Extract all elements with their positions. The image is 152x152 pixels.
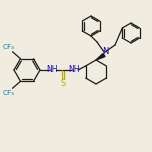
Text: CF₃: CF₃ — [2, 44, 14, 50]
Text: NH: NH — [46, 65, 58, 74]
Text: CF₃: CF₃ — [2, 90, 14, 96]
Text: N: N — [102, 47, 108, 57]
Text: S: S — [60, 78, 66, 88]
Text: NH: NH — [68, 65, 80, 74]
Polygon shape — [96, 54, 105, 60]
